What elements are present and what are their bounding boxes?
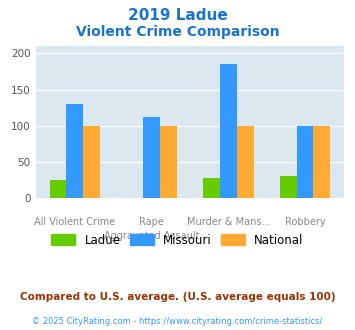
Bar (237, 126, 253, 198)
Text: Aggravated Assault: Aggravated Assault (104, 231, 199, 241)
Text: Rape: Rape (139, 217, 164, 227)
Text: Murder & Mans...: Murder & Mans... (186, 217, 270, 227)
Text: Compared to U.S. average. (U.S. average equals 100): Compared to U.S. average. (U.S. average … (20, 292, 335, 302)
Bar (203, 178, 220, 198)
Bar (83, 126, 100, 198)
Bar (50, 180, 66, 198)
Text: Robbery: Robbery (285, 217, 325, 227)
Text: All Violent Crime: All Violent Crime (34, 217, 115, 227)
Text: Violent Crime Comparison: Violent Crime Comparison (76, 25, 279, 39)
Bar (143, 117, 160, 198)
Bar (66, 104, 83, 198)
Bar (280, 176, 296, 198)
Text: © 2025 CityRating.com - https://www.cityrating.com/crime-statistics/: © 2025 CityRating.com - https://www.city… (32, 317, 323, 326)
Bar (160, 126, 177, 198)
Bar (296, 126, 313, 198)
Legend: Ladue, Missouri, National: Ladue, Missouri, National (47, 229, 308, 251)
Text: 2019 Ladue: 2019 Ladue (128, 8, 227, 23)
Bar (313, 126, 330, 198)
Bar (220, 64, 237, 198)
